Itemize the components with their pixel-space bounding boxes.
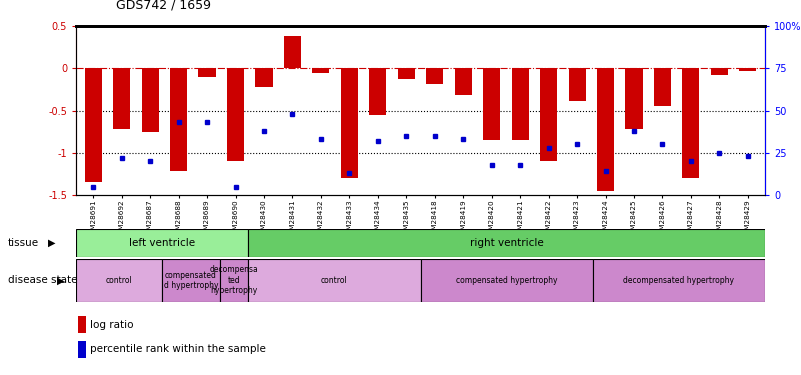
Bar (512, 68, 529, 140)
Bar (739, 68, 756, 71)
Bar (78, 340, 87, 358)
Text: tissue: tissue (8, 238, 39, 248)
Text: compensated hypertrophy: compensated hypertrophy (456, 276, 557, 285)
Bar (426, 68, 443, 84)
Text: disease state: disease state (8, 275, 78, 285)
Bar (455, 68, 472, 96)
Bar (682, 68, 699, 178)
Bar (398, 68, 415, 79)
Bar (219, 259, 248, 302)
Bar (369, 68, 386, 115)
Bar (626, 68, 642, 129)
Text: log ratio: log ratio (90, 320, 134, 330)
Bar (312, 68, 329, 73)
Bar (421, 259, 593, 302)
Text: right ventricle: right ventricle (469, 238, 544, 248)
Bar (76, 229, 248, 257)
Text: control: control (106, 276, 132, 285)
Bar (248, 259, 421, 302)
Bar (483, 68, 501, 140)
Bar (162, 259, 219, 302)
Bar (113, 68, 131, 129)
Text: compensated
d hypertrophy: compensated d hypertrophy (163, 271, 218, 290)
Bar (284, 36, 301, 68)
Bar (199, 68, 215, 77)
Bar (569, 68, 586, 100)
Bar (248, 229, 765, 257)
Bar (597, 68, 614, 191)
Text: percentile rank within the sample: percentile rank within the sample (90, 344, 266, 354)
Text: decompensa
ted
hypertrophy: decompensa ted hypertrophy (210, 266, 259, 295)
Bar (78, 316, 87, 333)
Text: decompensated hypertrophy: decompensated hypertrophy (623, 276, 735, 285)
Text: left ventricle: left ventricle (129, 238, 195, 248)
Text: GDS742 / 1659: GDS742 / 1659 (116, 0, 211, 11)
Bar (340, 68, 358, 178)
Text: ▶: ▶ (48, 238, 56, 248)
Bar (85, 68, 102, 182)
Bar (710, 68, 728, 75)
Bar (540, 68, 557, 161)
Text: control: control (321, 276, 348, 285)
Bar (227, 68, 244, 161)
Text: ▶: ▶ (57, 275, 65, 285)
Bar (256, 68, 272, 87)
Bar (76, 259, 162, 302)
Bar (593, 259, 765, 302)
Bar (654, 68, 671, 106)
Bar (170, 68, 187, 171)
Bar (142, 68, 159, 132)
